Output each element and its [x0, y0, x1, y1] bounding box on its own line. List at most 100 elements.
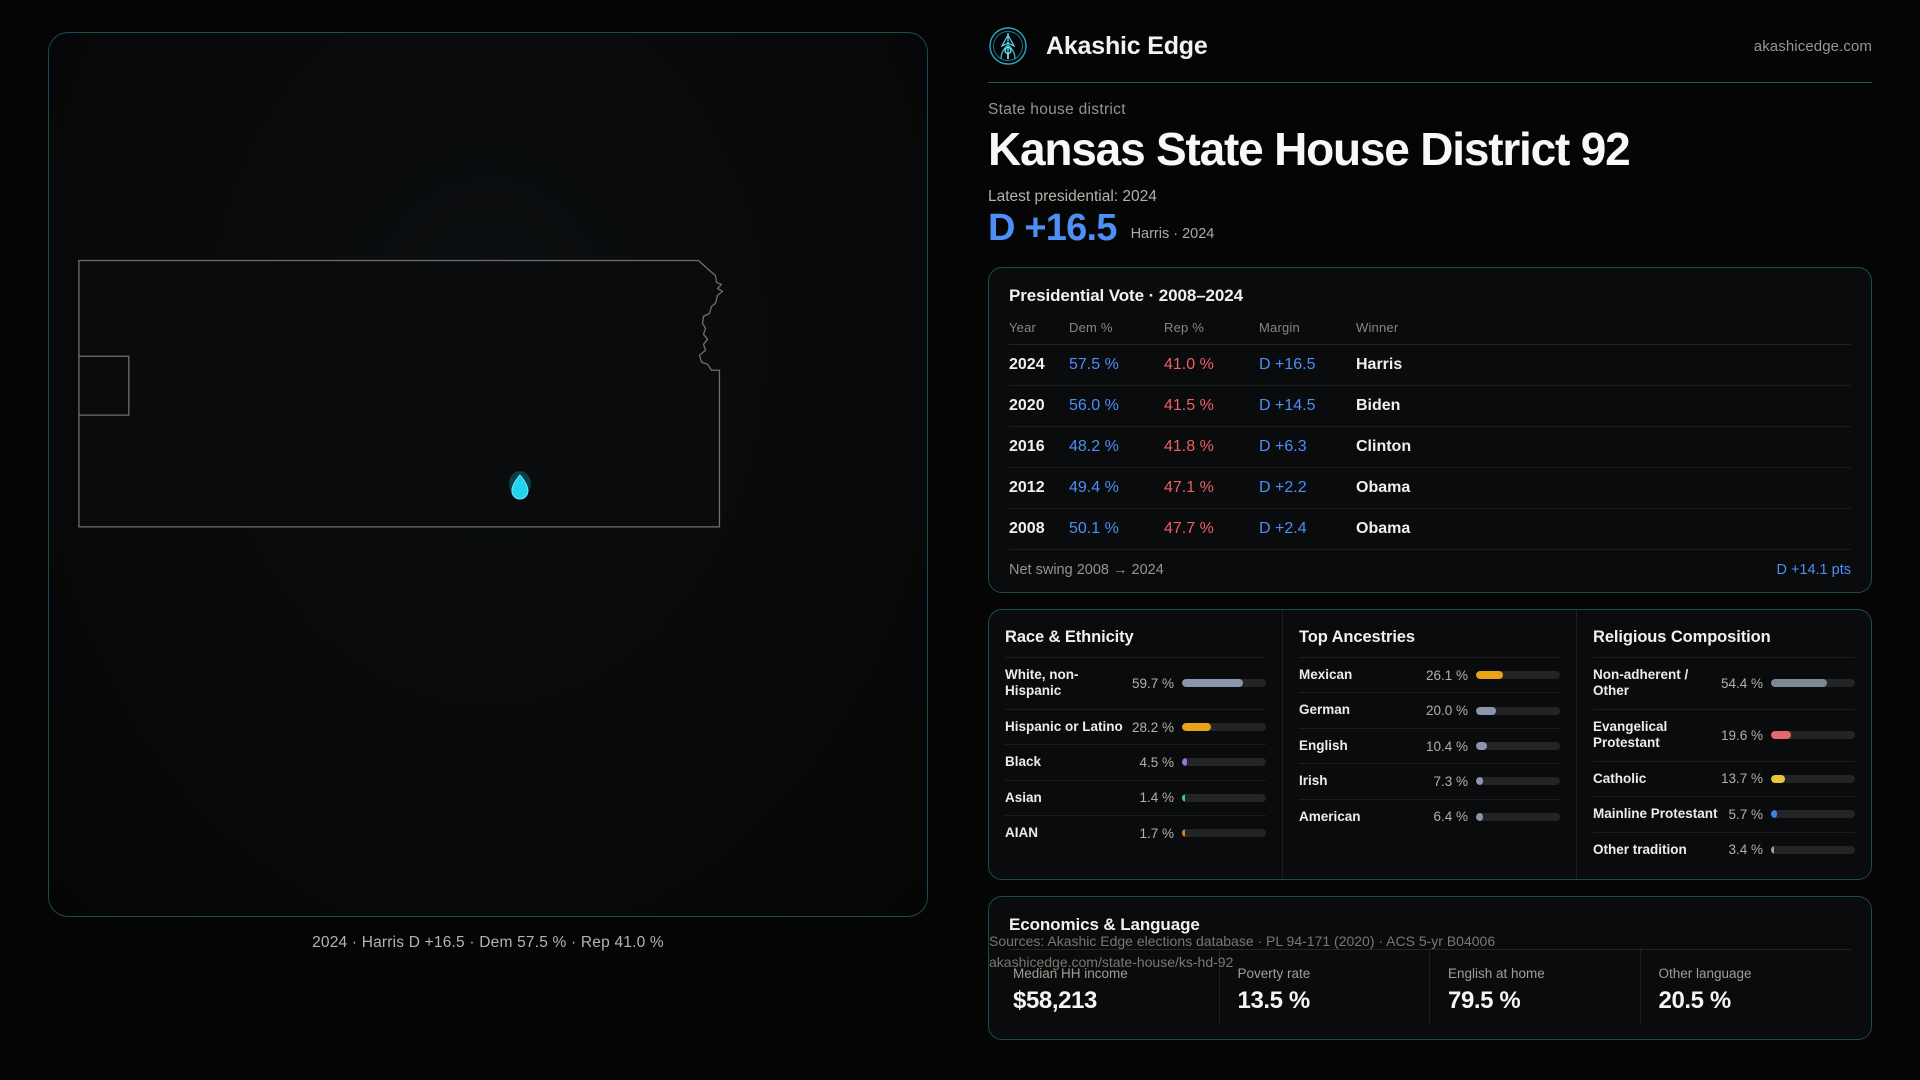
religion-bar — [1771, 774, 1855, 783]
religion-bar — [1771, 679, 1855, 688]
cell-year: 2016 — [1009, 426, 1069, 468]
religion-label: Other tradition — [1593, 841, 1687, 857]
list-item[interactable]: Black 4.5 % — [1005, 744, 1266, 779]
top-ancestries-panel: Top Ancestries Mexican 26.1 % German 20.… — [1283, 609, 1577, 880]
ancestry-label: English — [1299, 737, 1348, 753]
ancestry-value: 6.4 % — [1433, 809, 1468, 825]
religion-label: Catholic — [1593, 770, 1647, 786]
col-dem: Dem % — [1069, 319, 1164, 345]
religion-value: 3.4 % — [1728, 842, 1763, 858]
list-item[interactable]: Irish 7.3 % — [1299, 763, 1560, 798]
cell-margin: D +16.5 — [1259, 344, 1356, 386]
list-item[interactable]: Catholic 13.7 % — [1593, 760, 1855, 796]
list-item[interactable]: Mexican 26.1 % — [1299, 656, 1560, 692]
list-item[interactable]: Hispanic or Latino 28.2 % — [1005, 708, 1266, 744]
stat-value: $58,213 — [1013, 987, 1097, 1015]
list-item[interactable]: English 10.4 % — [1299, 727, 1560, 763]
list-item[interactable]: Evangelical Protestant 19.6 % — [1593, 708, 1855, 761]
stat-label: Poverty rate — [1237, 966, 1311, 982]
race-bar — [1182, 793, 1266, 802]
cell-winner: Obama — [1356, 508, 1851, 550]
list-item[interactable]: German 20.0 % — [1299, 692, 1560, 727]
list-item[interactable]: White, non-Hispanic 59.7 % — [1005, 656, 1266, 709]
table-header-row: Year Dem % Rep % Margin Winner — [1009, 319, 1851, 345]
stat-value: 13.5 % — [1237, 987, 1311, 1015]
ancestry-label: Mexican — [1299, 666, 1353, 682]
ancestry-value: 20.0 % — [1425, 703, 1468, 719]
race-bar — [1182, 723, 1266, 731]
race-label: Black — [1005, 754, 1042, 770]
religious-composition-title: Religious Composition — [1593, 627, 1771, 646]
ancestry-label: Irish — [1299, 773, 1328, 789]
table-row[interactable]: 2008 50.1 % 47.7 % D +2.4 Obama — [1009, 508, 1851, 550]
list-item[interactable]: Non-adherent / Other 54.4 % — [1593, 656, 1855, 709]
religion-bar — [1771, 731, 1855, 740]
cell-dem: 50.1 % — [1069, 508, 1164, 550]
district-type-eyebrow: State house district — [988, 101, 1126, 118]
kansas-state-outline — [78, 259, 724, 528]
map-caption: 2024 · Harris D +16.5 · Dem 57.5 % · Rep… — [312, 934, 664, 951]
headline-margin-value: D +16.5 — [988, 206, 1117, 249]
headline-margin-sub: Harris · 2024 — [1130, 225, 1215, 242]
map-column: 2024 · Harris D +16.5 · Dem 57.5 % · Rep… — [48, 32, 928, 951]
race-value: 28.2 % — [1131, 719, 1174, 735]
presidential-vote-card: Presidential Vote · 2008–2024 Year Dem %… — [988, 266, 1872, 593]
religion-value: 13.7 % — [1720, 771, 1763, 787]
cell-year: 2024 — [1009, 344, 1069, 386]
race-bar — [1182, 829, 1266, 838]
race-bar — [1182, 758, 1266, 767]
ancestry-bar — [1476, 742, 1560, 750]
district-map-card[interactable] — [48, 32, 928, 917]
ancestry-bar — [1476, 706, 1560, 715]
race-ethnicity-panel: Race & Ethnicity White, non-Hispanic 59.… — [989, 609, 1283, 880]
brand-left: Akashic Edge — [988, 26, 1208, 66]
table-row[interactable]: 2020 56.0 % 41.5 % D +14.5 Biden — [1009, 385, 1851, 427]
net-swing-value: D +14.1 pts — [1776, 561, 1851, 578]
stat-value: 20.5 % — [1658, 987, 1732, 1015]
ancestry-label: American — [1299, 808, 1361, 824]
net-swing-row: Net swing 2008 → 2024 D +14.1 pts — [1009, 550, 1851, 578]
religion-bar — [1771, 810, 1855, 819]
header-divider — [988, 82, 1872, 83]
stat-value: 79.5 % — [1448, 987, 1521, 1015]
ancestry-label: German — [1299, 702, 1351, 718]
cell-rep: 41.0 % — [1164, 344, 1259, 386]
presidential-vote-title: Presidential Vote · 2008–2024 — [1009, 285, 1243, 305]
demographics-card: Race & Ethnicity White, non-Hispanic 59.… — [988, 608, 1872, 881]
list-item[interactable]: Mainline Protestant 5.7 % — [1593, 796, 1855, 831]
religion-value: 5.7 % — [1728, 806, 1763, 822]
table-row[interactable]: 2012 49.4 % 47.1 % D +2.2 Obama — [1009, 467, 1851, 509]
race-label: Asian — [1005, 789, 1042, 805]
ancestry-bar — [1476, 777, 1560, 786]
religious-composition-panel: Religious Composition Non-adherent / Oth… — [1577, 610, 1871, 879]
race-value: 59.7 % — [1131, 675, 1174, 691]
latest-presidential-label: Latest presidential: 2024 — [988, 187, 1157, 205]
race-label: Hispanic or Latino — [1005, 718, 1123, 734]
brand-url: akashicedge.com — [1753, 37, 1872, 55]
ancestry-value: 26.1 % — [1425, 667, 1468, 683]
col-year: Year — [1009, 319, 1069, 345]
cell-winner: Harris — [1356, 344, 1851, 386]
info-column: Akashic Edge akashicedge.com State house… — [960, 0, 1920, 1080]
list-item[interactable]: Other tradition 3.4 % — [1593, 831, 1855, 867]
list-item[interactable]: AIAN 1.7 % — [1005, 815, 1266, 850]
table-row[interactable]: 2024 57.5 % 41.0 % D +16.5 Harris — [1009, 344, 1851, 386]
religion-bar — [1771, 845, 1855, 854]
presidential-vote-table: Year Dem % Rep % Margin Winner 2024 57.5… — [1009, 319, 1851, 550]
religion-label: Evangelical Protestant — [1593, 718, 1668, 751]
ancestry-value: 10.4 % — [1425, 738, 1468, 754]
cell-rep: 41.5 % — [1164, 385, 1259, 427]
list-item[interactable]: American 6.4 % — [1299, 798, 1560, 834]
cell-dem: 48.2 % — [1069, 426, 1164, 468]
cell-dem: 56.0 % — [1069, 385, 1164, 427]
stat-poverty-rate: Poverty rate 13.5 % — [1220, 950, 1430, 1026]
cell-year: 2008 — [1009, 508, 1069, 550]
ancestry-bar — [1476, 812, 1560, 821]
race-bar — [1182, 679, 1266, 688]
table-row[interactable]: 2016 48.2 % 41.8 % D +6.3 Clinton — [1009, 426, 1851, 468]
religion-value: 19.6 % — [1720, 727, 1763, 743]
list-item[interactable]: Asian 1.4 % — [1005, 779, 1266, 815]
cell-dem: 49.4 % — [1069, 467, 1164, 509]
top-ancestries-title: Top Ancestries — [1299, 627, 1415, 646]
